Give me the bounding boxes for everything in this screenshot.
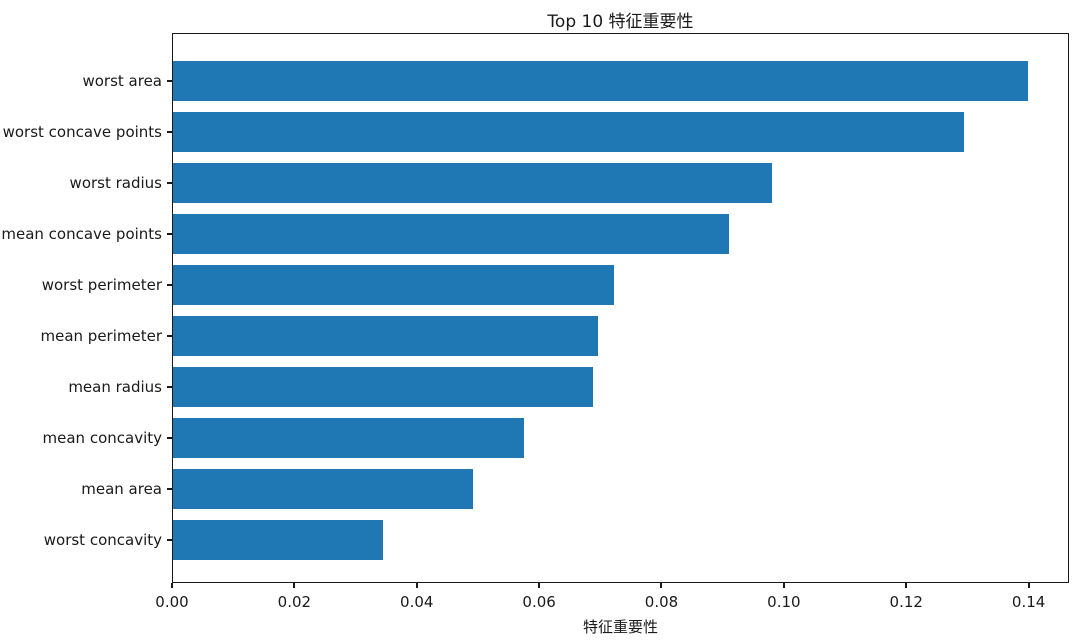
y-tick-label: worst concavity (43, 531, 162, 549)
bar-mean-perimeter (173, 316, 598, 356)
bar-worst-concavity (173, 520, 383, 560)
bar-mean-radius (173, 367, 593, 407)
y-tick-label: mean concave points (1, 225, 162, 243)
x-tick-mark (293, 583, 296, 588)
x-tick-label: 0.06 (522, 593, 556, 611)
bar-worst-area (173, 61, 1028, 101)
x-tick-label: 0.14 (1011, 593, 1046, 611)
bar-mean-area (173, 469, 473, 509)
y-tick-label: worst area (82, 72, 162, 90)
x-tick-mark (538, 583, 541, 588)
bar-mean-concavity (173, 418, 524, 458)
y-tick-mark (167, 182, 172, 184)
x-tick-mark (782, 583, 785, 588)
bar-worst-radius (173, 163, 772, 203)
x-tick-mark (415, 583, 418, 588)
bar-worst-perimeter (173, 265, 614, 305)
x-tick-label: 0.08 (644, 593, 679, 611)
y-tick-mark (167, 335, 172, 337)
y-tick-label: worst concave points (2, 123, 162, 141)
chart-title: Top 10 特征重要性 (547, 12, 694, 32)
y-tick-label: mean perimeter (40, 327, 162, 345)
y-tick-label: worst perimeter (41, 276, 162, 294)
x-tick-label: 0.04 (400, 593, 434, 611)
x-tick-mark (1027, 583, 1030, 588)
y-tick-label: mean concavity (42, 429, 162, 447)
y-tick-label: mean area (81, 480, 162, 498)
x-tick-mark (171, 583, 173, 588)
y-tick-mark (167, 80, 172, 82)
x-tick-label: 0.00 (155, 593, 189, 611)
bar-worst-concave-points (173, 112, 964, 152)
y-tick-mark (167, 233, 172, 235)
plot-area (172, 33, 1069, 583)
x-axis-label: 特征重要性 (582, 618, 658, 636)
y-tick-mark (167, 131, 172, 133)
bar-mean-concave-points (173, 214, 729, 254)
y-tick-label: worst radius (69, 174, 162, 192)
y-tick-label: mean radius (68, 378, 162, 396)
y-tick-mark (167, 386, 172, 388)
y-tick-mark (167, 488, 172, 490)
y-tick-mark (167, 539, 172, 541)
y-tick-mark (167, 437, 172, 439)
x-tick-label: 0.02 (277, 593, 312, 611)
x-tick-mark (660, 583, 663, 588)
x-tick-label: 0.12 (889, 593, 923, 611)
y-tick-mark (167, 284, 172, 286)
x-tick-label: 0.10 (767, 593, 801, 611)
x-tick-mark (905, 583, 908, 588)
